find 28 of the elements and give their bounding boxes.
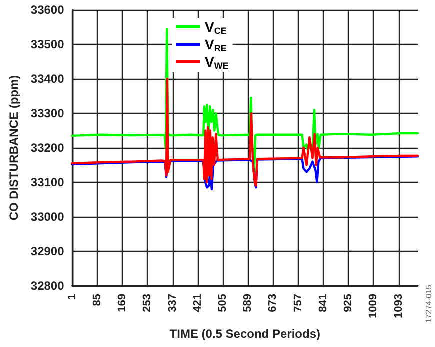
x-tick-label: 589	[242, 294, 254, 312]
x-tick-label: 1009	[368, 294, 380, 318]
y-tick-label: 33500	[30, 38, 65, 52]
x-tick-label: 337	[166, 294, 179, 312]
y-tick-label: 33600	[30, 3, 65, 17]
y-tick-label: 33000	[30, 210, 65, 224]
y-tick-label: 33200	[30, 141, 65, 155]
text: 17274-015	[424, 284, 434, 324]
x-tick-label: 169	[116, 294, 129, 312]
x-tick-label: 253	[142, 294, 154, 312]
x-tick-label: 673	[267, 294, 280, 312]
x-tick-label: 421	[192, 294, 204, 312]
x-tick-label: 505	[217, 294, 230, 312]
x-tick-label: 1093	[392, 294, 405, 318]
y-tick-label: 33100	[30, 176, 65, 190]
x-tick-label: 85	[91, 294, 104, 306]
x-tick-label: 841	[317, 294, 330, 312]
x-tick-label: 1	[66, 294, 78, 300]
line-series	[71, 156, 420, 190]
x-axis-title: TIME (0.5 Second Periods)	[170, 327, 320, 341]
y-tick-label: 33400	[30, 72, 65, 86]
y-tick-label: 33300	[30, 106, 65, 120]
x-tick-label: 757	[292, 294, 304, 312]
line-series	[71, 78, 420, 188]
y-tick-label: 32800	[30, 279, 65, 293]
y-axis-title: CO DISTURBANCE (ppm)	[7, 75, 21, 221]
y-tick-label: 32900	[30, 244, 65, 258]
x-tick-label: 925	[342, 294, 355, 312]
